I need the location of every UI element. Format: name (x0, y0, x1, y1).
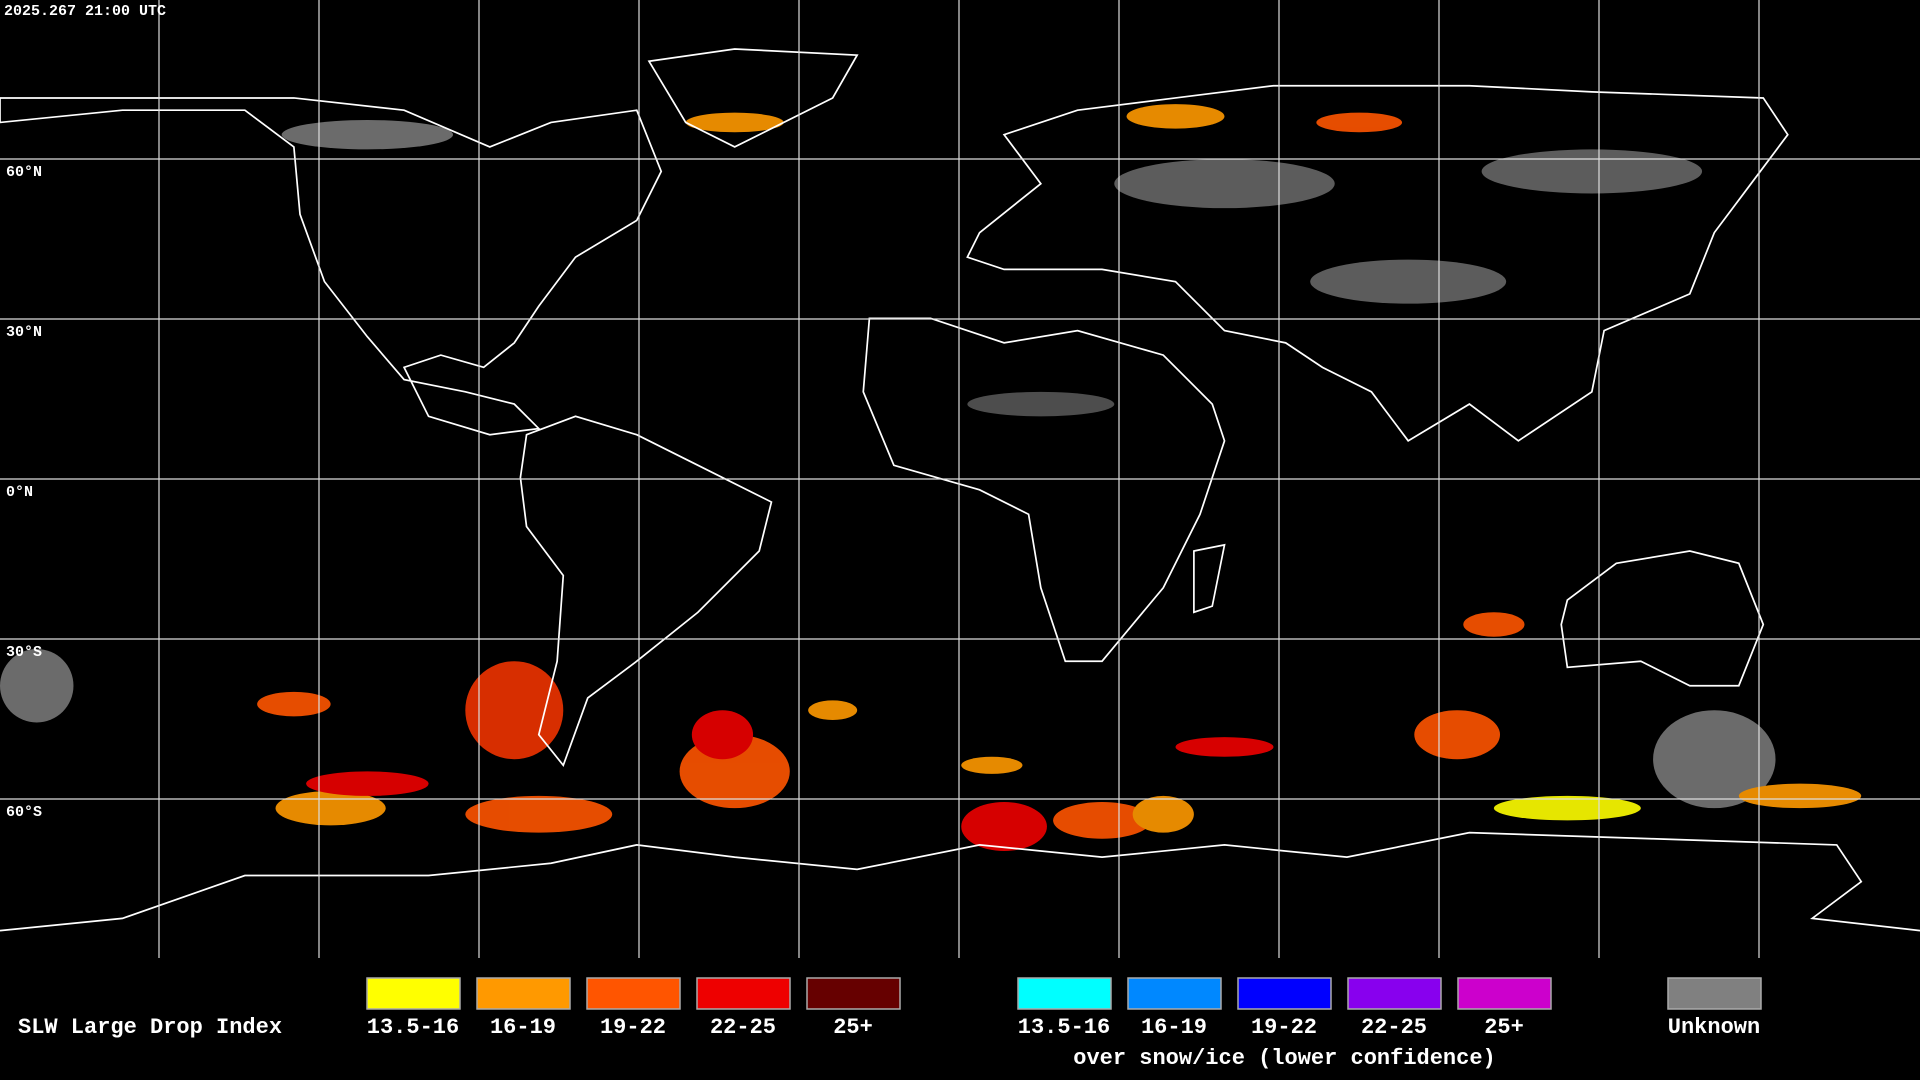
coastlines (0, 48, 1920, 932)
legend-label: 19-22 (1251, 1015, 1317, 1040)
legend-swatch (1457, 977, 1552, 1010)
legend-label: 13.5-16 (1018, 1015, 1110, 1040)
legend-swatch (806, 977, 901, 1010)
latitude-label: 60°S (6, 804, 42, 821)
timestamp: 2025.267 21:00 UTC (4, 3, 166, 20)
legend-label: 25+ (833, 1015, 873, 1040)
latitude-label: 30°S (6, 644, 42, 661)
legend-label: 22-25 (1361, 1015, 1427, 1040)
legend-title: SLW Large Drop Index (18, 1015, 282, 1040)
legend-swatch (586, 977, 681, 1010)
legend-swatch (366, 977, 461, 1010)
legend-panel (0, 960, 1920, 1080)
legend-swatch (696, 977, 791, 1010)
legend-label: 16-19 (1141, 1015, 1207, 1040)
legend-swatch (1667, 977, 1762, 1010)
legend-swatch (1017, 977, 1112, 1010)
latitude-label: 0°N (6, 484, 33, 501)
legend-note: over snow/ice (lower confidence) (1073, 1046, 1495, 1071)
legend-label: 22-25 (710, 1015, 776, 1040)
legend-label: 19-22 (600, 1015, 666, 1040)
legend-swatch (1127, 977, 1222, 1010)
legend-swatch (476, 977, 571, 1010)
legend-label: Unknown (1668, 1015, 1760, 1040)
latitude-label: 60°N (6, 164, 42, 181)
graticule (0, 0, 1920, 958)
legend-label: 13.5-16 (367, 1015, 459, 1040)
latitude-label: 30°N (6, 324, 42, 341)
legend-label: 16-19 (490, 1015, 556, 1040)
legend-swatch (1237, 977, 1332, 1010)
legend-label: 25+ (1484, 1015, 1524, 1040)
map-layer (0, 48, 1920, 932)
legend-swatch (1347, 977, 1442, 1010)
